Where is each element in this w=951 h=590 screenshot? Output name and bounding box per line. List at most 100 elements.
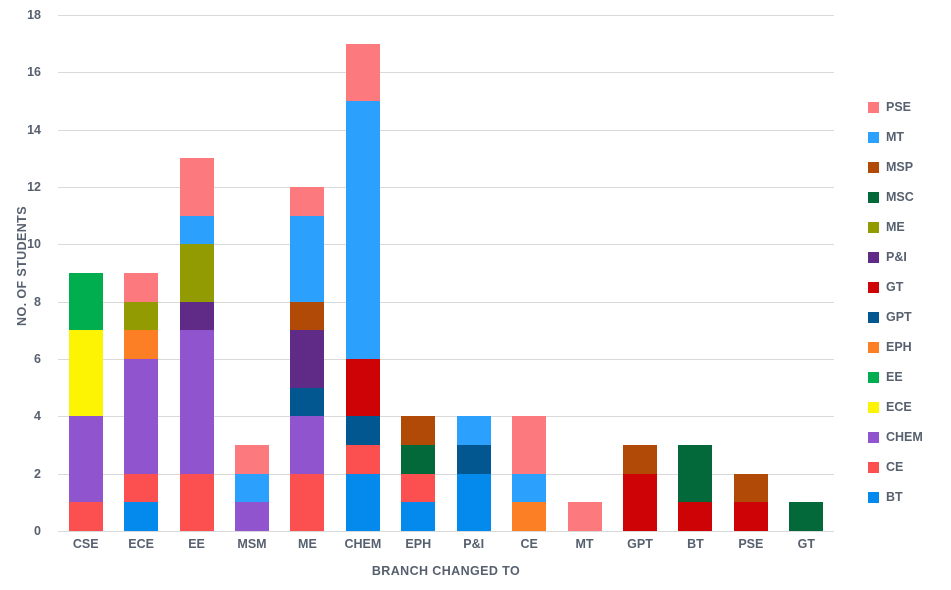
- bar-segment-gpt[interactable]: [456, 445, 491, 474]
- legend-item-ee[interactable]: EE: [868, 362, 948, 392]
- bar-segment-ee[interactable]: [68, 273, 103, 331]
- legend-item-msp[interactable]: MSP: [868, 152, 948, 182]
- legend-item-eph[interactable]: EPH: [868, 332, 948, 362]
- legend-item-bt[interactable]: BT: [868, 482, 948, 512]
- bar-segment-pse[interactable]: [290, 187, 325, 216]
- legend-item-gt[interactable]: GT: [868, 272, 948, 302]
- bar-segment-gt[interactable]: [623, 473, 657, 531]
- bar-segment-chem[interactable]: [235, 502, 269, 531]
- gridline: [58, 359, 834, 360]
- x-axis-tick-label: GT: [797, 537, 815, 551]
- bar-segment-pse[interactable]: [124, 273, 159, 302]
- bar-group[interactable]: [179, 15, 214, 531]
- bar-segment-msc[interactable]: [789, 502, 824, 531]
- bar-segment-me[interactable]: [124, 301, 159, 331]
- bar-segment-chem[interactable]: [179, 330, 214, 474]
- legend-item-chem[interactable]: CHEM: [868, 422, 948, 452]
- bar-group[interactable]: [124, 15, 159, 531]
- legend-item-pandi[interactable]: P&I: [868, 242, 948, 272]
- bar-group[interactable]: [789, 15, 824, 531]
- bar-segment-pandi[interactable]: [290, 330, 325, 388]
- bar-segment-ce[interactable]: [345, 445, 380, 474]
- y-axis-tick-label: 4: [34, 409, 41, 424]
- bar-group[interactable]: [345, 15, 380, 531]
- legend-item-msc[interactable]: MSC: [868, 182, 948, 212]
- bar-group[interactable]: [235, 15, 269, 531]
- legend-item-me[interactable]: ME: [868, 212, 948, 242]
- bar-segment-pandi[interactable]: [179, 301, 214, 331]
- bar-segment-gt[interactable]: [678, 502, 713, 531]
- bar-segment-mt[interactable]: [235, 473, 269, 503]
- bar-segment-me[interactable]: [179, 244, 214, 302]
- bar-segment-ce[interactable]: [124, 473, 159, 503]
- bar-segment-pse[interactable]: [235, 445, 269, 474]
- bar-group[interactable]: [678, 15, 713, 531]
- bar-group[interactable]: [567, 15, 602, 531]
- bar-segment-bt[interactable]: [401, 502, 436, 531]
- bar-segment-eph[interactable]: [512, 502, 547, 531]
- legend-item-gpt[interactable]: GPT: [868, 302, 948, 332]
- bar-segment-mt[interactable]: [456, 416, 491, 445]
- bar-segment-mt[interactable]: [512, 473, 547, 503]
- x-axis-tick-label: ME: [298, 537, 317, 551]
- bar-segment-gt[interactable]: [345, 359, 380, 417]
- legend-swatch-icon: [868, 371, 879, 383]
- bar-segment-msp[interactable]: [733, 473, 768, 503]
- bar-group[interactable]: [401, 15, 436, 531]
- plot-area: [58, 15, 834, 532]
- bar-segment-msc[interactable]: [678, 445, 713, 503]
- bar-segment-msc[interactable]: [401, 445, 436, 474]
- legend-label: EPH: [886, 340, 912, 354]
- bar-segment-pse[interactable]: [567, 502, 602, 531]
- bar-segment-mt[interactable]: [290, 215, 325, 302]
- bar-segment-chem[interactable]: [290, 416, 325, 474]
- x-axis-tick-label: MSM: [237, 537, 267, 551]
- bar-segment-gpt[interactable]: [290, 387, 325, 417]
- bar-group[interactable]: [512, 15, 547, 531]
- bar-group[interactable]: [623, 15, 657, 531]
- legend-label: ME: [886, 220, 905, 234]
- bar-group[interactable]: [456, 15, 491, 531]
- bar-segment-msp[interactable]: [290, 301, 325, 331]
- bar-segment-chem[interactable]: [124, 359, 159, 474]
- legend-swatch-icon: [868, 131, 879, 143]
- x-axis-tick-label: P&I: [463, 537, 485, 551]
- bar-segment-bt[interactable]: [345, 473, 380, 531]
- bar-segment-pse[interactable]: [345, 43, 380, 101]
- legend-item-mt[interactable]: MT: [868, 122, 948, 152]
- gridline: [58, 187, 834, 188]
- y-axis-ticks: 0 2 4 6 8 10 12 14 16 18: [0, 8, 50, 538]
- legend-swatch-icon: [868, 461, 879, 473]
- legend-item-ce[interactable]: CE: [868, 452, 948, 482]
- bar-segment-msp[interactable]: [401, 416, 436, 445]
- legend-item-pse[interactable]: PSE: [868, 92, 948, 122]
- bar-segment-ce[interactable]: [179, 473, 214, 531]
- legend-item-ece[interactable]: ECE: [868, 392, 948, 422]
- x-axis-tick-label: CE: [520, 537, 538, 551]
- legend-swatch-icon: [868, 491, 879, 503]
- bar-segment-gt[interactable]: [733, 502, 768, 531]
- bar-segment-ce[interactable]: [401, 473, 436, 503]
- bar-segment-bt[interactable]: [456, 473, 491, 531]
- bar-segment-bt[interactable]: [124, 502, 159, 531]
- gridline: [58, 244, 834, 246]
- gridline: [58, 301, 834, 303]
- bar-segment-gpt[interactable]: [345, 416, 380, 445]
- bar-segment-eph[interactable]: [124, 330, 159, 359]
- bar-group[interactable]: [68, 15, 103, 531]
- bar-segment-pse[interactable]: [512, 416, 547, 474]
- legend-label: PSE: [886, 100, 912, 114]
- bar-segment-pse[interactable]: [179, 158, 214, 216]
- bar-segment-mt[interactable]: [179, 215, 214, 245]
- bar-segment-msp[interactable]: [623, 445, 657, 474]
- bar-segment-mt[interactable]: [345, 101, 380, 359]
- bar-segment-ce[interactable]: [68, 502, 103, 531]
- bar-segment-ece[interactable]: [68, 330, 103, 417]
- bar-segment-chem[interactable]: [68, 416, 103, 503]
- legend-swatch-icon: [868, 221, 879, 233]
- bar-group[interactable]: [290, 15, 325, 531]
- bar-segment-ce[interactable]: [290, 473, 325, 531]
- legend-label: CHEM: [886, 430, 923, 444]
- bar-group[interactable]: [733, 15, 768, 531]
